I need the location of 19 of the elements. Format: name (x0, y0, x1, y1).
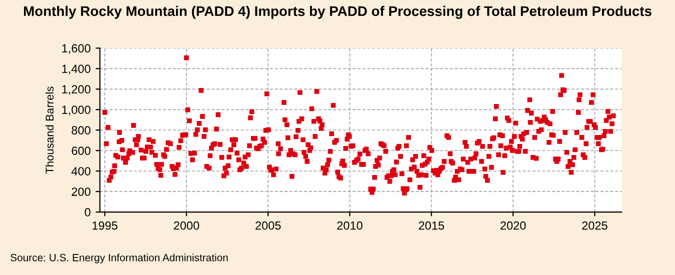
y-tick-label: 200 (72, 188, 90, 196)
y-tick-label: 1,600 (62, 44, 90, 54)
x-tick-label: 2010 (337, 221, 362, 230)
chart-title: Monthly Rocky Mountain (PADD 4) Imports by PADD of Processing of Total Petroleum Products (24, 6, 652, 19)
y-tick-label: 1,400 (62, 64, 90, 74)
y-axis-title: Thousand Barrels (45, 86, 54, 174)
y-tick-label: 800 (72, 126, 90, 134)
y-tick-label: 1,000 (62, 106, 90, 116)
x-tick-label: 2015 (418, 221, 444, 230)
y-tick-label: 600 (72, 146, 90, 155)
y-tick-label: 1,200 (62, 85, 90, 95)
x-tick-label: 2025 (582, 221, 608, 230)
y-tick-label: 0 (84, 208, 90, 216)
x-tick-label: 2005 (256, 221, 281, 230)
x-tick-label: 2020 (500, 221, 526, 230)
x-tick-label: 2000 (174, 221, 200, 230)
y-tick-label: 400 (71, 167, 90, 176)
source-note: Source: U.S. Energy Information Administration (10, 254, 228, 264)
x-tick-label: 1995 (92, 221, 118, 230)
